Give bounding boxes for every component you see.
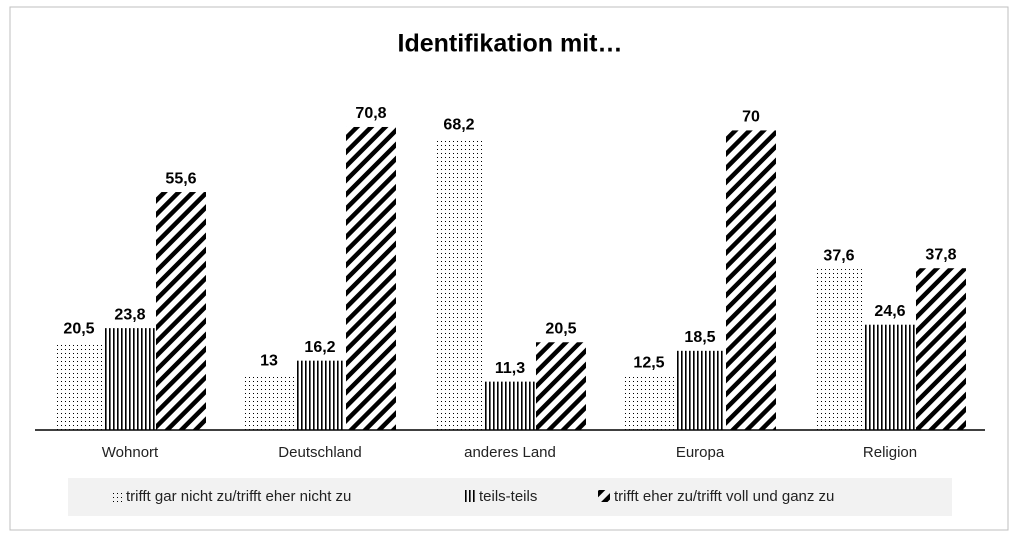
bar <box>675 350 725 430</box>
x-tick-label: Deutschland <box>278 444 361 461</box>
legend-swatch <box>598 490 610 502</box>
bar <box>54 342 104 430</box>
bar <box>346 126 396 430</box>
bar <box>624 376 674 430</box>
x-tick-label: anderes Land <box>464 444 556 461</box>
value-label: 12,5 <box>633 355 664 372</box>
value-label: 20,5 <box>545 320 576 337</box>
legend-swatch <box>463 490 475 502</box>
bar <box>726 130 776 430</box>
legend-label: teils-teils <box>479 488 537 505</box>
bar <box>814 269 864 430</box>
value-label: 13 <box>260 353 278 370</box>
x-tick-label: Europa <box>676 444 725 461</box>
bar <box>244 374 294 430</box>
value-label: 70,8 <box>355 105 386 122</box>
value-label: 70 <box>742 109 760 126</box>
value-label: 37,8 <box>925 246 956 263</box>
bar <box>105 328 155 430</box>
bar <box>536 342 586 430</box>
value-label: 37,6 <box>823 247 854 264</box>
chart-title: Identifikation mit… <box>398 30 623 58</box>
bar <box>434 138 484 430</box>
bar <box>156 192 206 430</box>
value-label: 16,2 <box>304 339 335 356</box>
value-label: 68,2 <box>443 116 474 133</box>
bar <box>916 268 966 430</box>
x-tick-label: Wohnort <box>102 444 159 461</box>
legend-swatch <box>110 490 122 502</box>
value-label: 55,6 <box>165 170 196 187</box>
legend-label: trifft gar nicht zu/trifft eher nicht zu <box>126 488 351 505</box>
bar <box>485 381 535 430</box>
value-label: 24,6 <box>874 303 905 320</box>
value-label: 23,8 <box>114 306 145 323</box>
x-tick-label: Religion <box>863 444 917 461</box>
value-label: 11,3 <box>495 360 525 377</box>
bar <box>295 360 345 430</box>
value-label: 20,5 <box>63 320 94 337</box>
legend-box <box>68 478 952 516</box>
value-label: 18,5 <box>684 329 715 346</box>
bar <box>865 324 915 430</box>
legend-label: trifft eher zu/trifft voll und ganz zu <box>614 488 834 505</box>
